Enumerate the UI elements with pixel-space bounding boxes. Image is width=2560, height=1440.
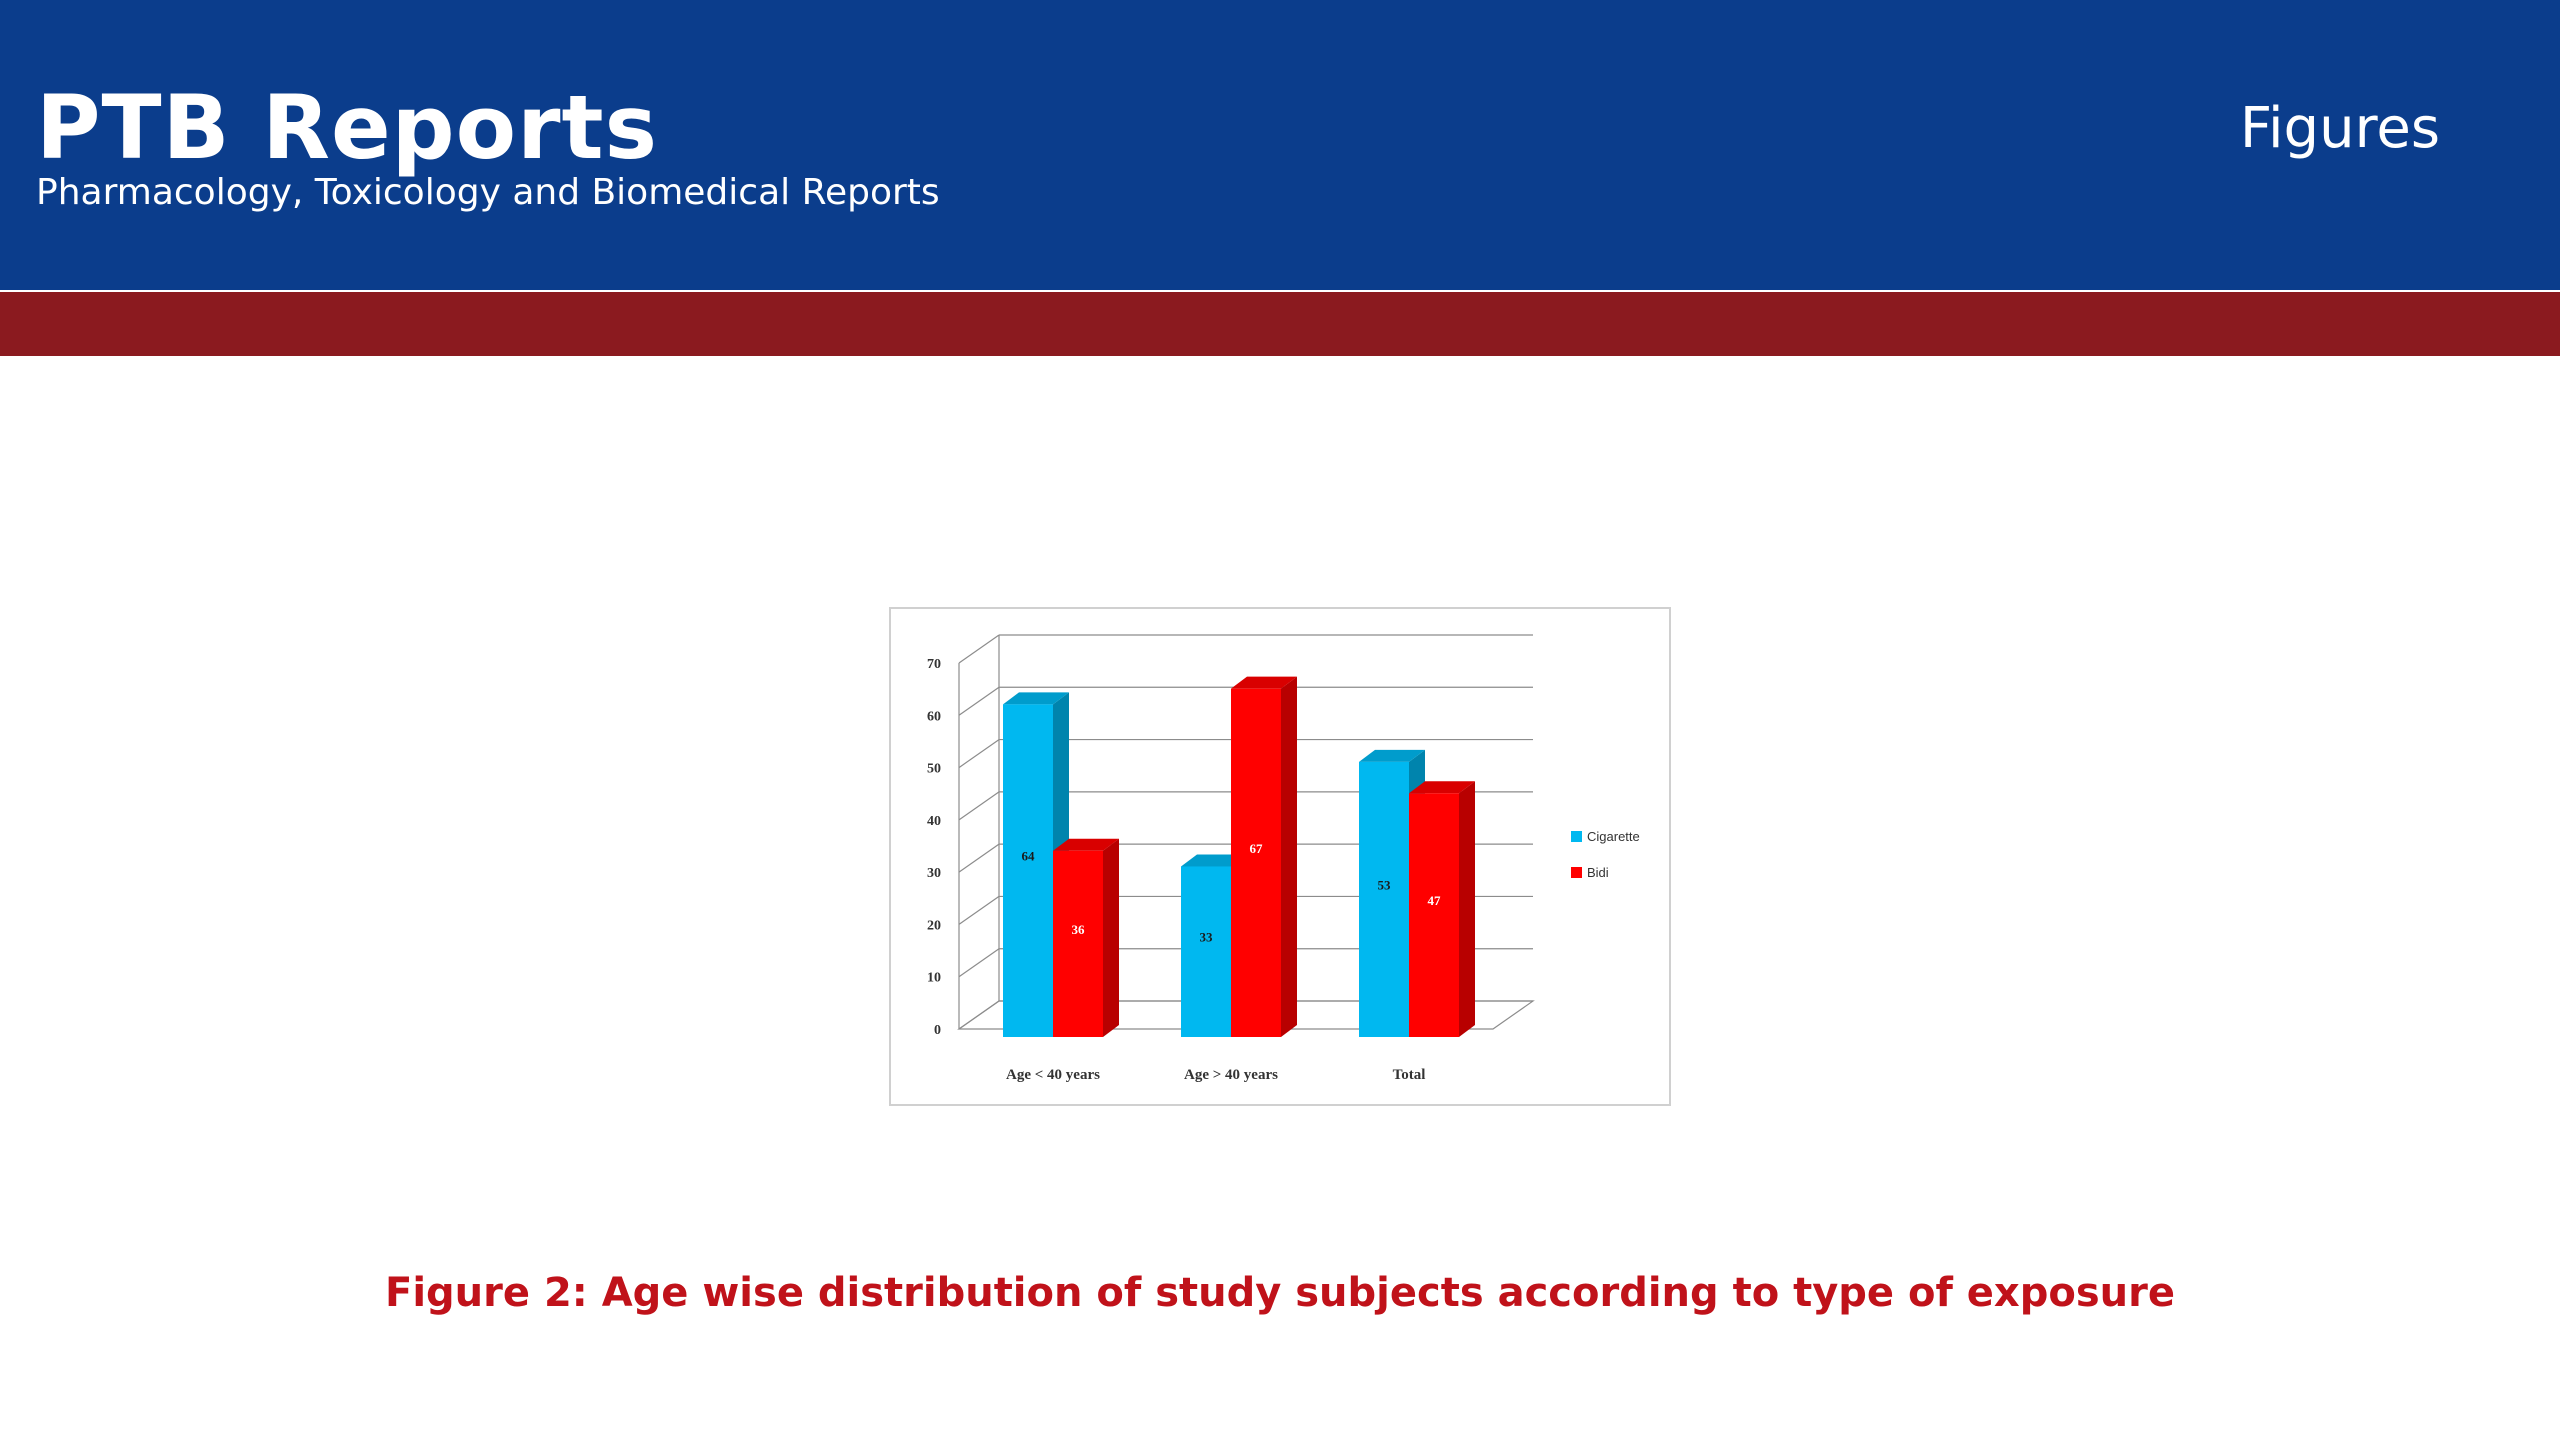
legend-label: Cigarette [1587,829,1640,844]
section-label: Figures [2239,96,2440,161]
bar-bidi[interactable] [1409,793,1459,1037]
data-label: 67 [1250,841,1264,856]
bar-top [1003,692,1069,705]
figure-frame: 0 10 20 30 40 50 60 70 64 36 Age < 40 years 33 67 Age… [889,607,1671,1106]
data-label: 53 [1378,877,1392,892]
data-label: 33 [1200,930,1214,945]
brand-title[interactable]: PTB Reports [36,76,658,179]
side-gridline [958,895,1000,925]
y-tick-label: 50 [927,762,941,777]
bar-cigarette[interactable] [1003,704,1053,1037]
side-gridline [958,634,1000,664]
y-tick-label: 60 [927,709,941,724]
bar-top [1409,781,1475,794]
legend-swatch [1571,831,1582,842]
bar-bidi[interactable] [1231,688,1281,1037]
bar-cigarette[interactable] [1181,866,1231,1037]
bar-cigarette[interactable] [1359,761,1409,1037]
legend-swatch [1571,867,1582,878]
floor [957,1000,1535,1030]
side-gridline [958,739,1000,769]
data-label: 36 [1072,922,1086,937]
y-tick-label: 0 [934,1023,941,1038]
site-header: PTB Reports Pharmacology, Toxicology and… [0,0,2560,290]
side-gridline [958,948,1000,978]
side-gridline [958,686,1000,716]
bar-top [1231,676,1297,689]
bar-side [1281,676,1297,1037]
side-gridline [958,843,1000,873]
x-tick-label: Age < 40 years [1006,1067,1100,1083]
brand-subtitle: Pharmacology, Toxicology and Biomedical … [36,172,940,213]
header-divider [0,290,2560,292]
bar-top [1053,838,1119,851]
bar-chart: 0 10 20 30 40 50 60 70 64 36 Age < 40 years 33 67 Age… [927,634,1640,1083]
legend-label: Bidi [1587,865,1609,880]
x-tick-label: Age > 40 years [1184,1067,1278,1083]
accent-band [0,292,2560,356]
figure-caption: Figure 2: Age wise distribution of study… [385,1270,2175,1316]
y-tick-label: 10 [927,971,941,986]
y-tick-label: 20 [927,918,941,933]
bar-bidi[interactable] [1053,850,1103,1037]
y-tick-label: 30 [927,866,941,881]
bar-top [1359,749,1425,762]
y-tick-label: 40 [927,814,941,829]
bar-top [1181,854,1247,867]
bar-side [1459,781,1475,1037]
x-tick-label: Total [1393,1067,1426,1083]
data-label: 64 [1022,849,1036,864]
bar-side [1103,838,1119,1037]
side-gridline [958,791,1000,821]
y-tick-label: 70 [927,657,941,672]
data-label: 47 [1428,893,1442,908]
